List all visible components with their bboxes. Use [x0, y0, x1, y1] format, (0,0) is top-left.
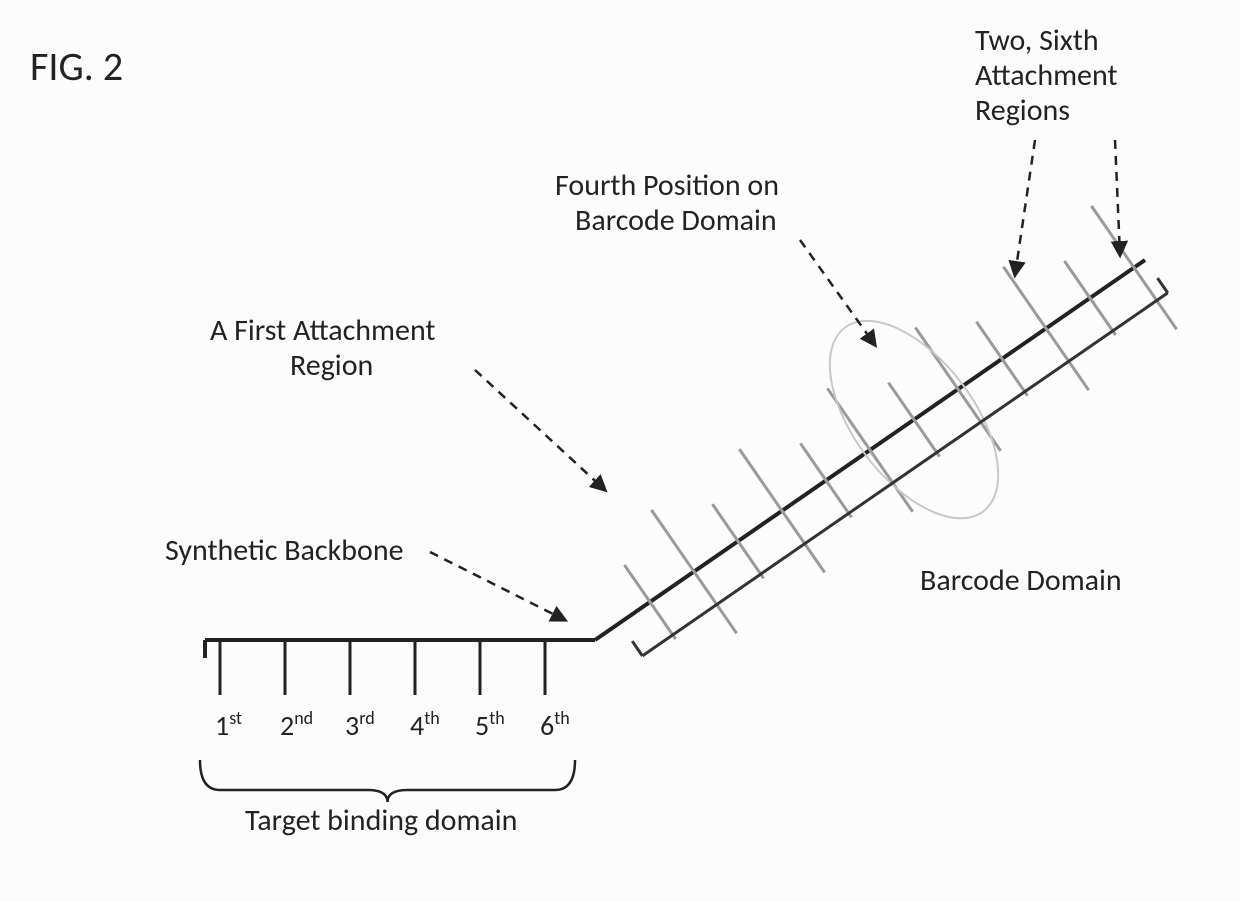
figure-label: FIG. 2	[30, 42, 123, 91]
fourth-position-label: Barcode Domain	[575, 202, 777, 239]
attachment-tick	[739, 449, 824, 572]
attachment-tick	[624, 565, 675, 639]
attachment-tick	[712, 504, 763, 578]
barcode-domain-label: Barcode Domain	[920, 562, 1122, 599]
target-tick-label: 3rd	[345, 707, 375, 743]
attachment-tick	[827, 388, 912, 511]
two-sixth-arrow	[1115, 140, 1120, 255]
attachment-tick	[651, 510, 736, 633]
attachment-tick	[1003, 267, 1088, 390]
fourth-position-label: Fourth Position on	[555, 167, 779, 204]
target-tick-label: 2nd	[280, 707, 313, 743]
attachment-tick	[1091, 206, 1176, 329]
attachment-tick	[915, 327, 1000, 450]
target-tick-label: 4th	[410, 707, 440, 743]
two-sixth-label: Two, Sixth	[975, 22, 1099, 59]
synthetic-backbone-label: Synthetic Backbone	[165, 532, 404, 569]
attachment-tick	[888, 383, 939, 457]
first-attachment-label: Region	[290, 347, 373, 384]
attachment-tick	[976, 322, 1027, 396]
first-attachment-label: A First Attachment	[210, 312, 435, 349]
synthetic-backbone-arrow	[430, 552, 565, 620]
first-attachment-arrow	[475, 370, 605, 490]
target-tick-label: 1st	[215, 707, 242, 743]
two-sixth-arrow	[1015, 140, 1035, 275]
two-sixth-label: Regions	[975, 92, 1070, 129]
barcode-bracket	[642, 293, 1167, 656]
fourth-position-arrow	[800, 240, 875, 345]
attachment-tick	[1064, 261, 1115, 335]
target-tick-label: 5th	[475, 707, 505, 743]
attachment-tick	[800, 443, 851, 517]
target-brace	[200, 760, 575, 802]
target-tick-label: 6th	[540, 707, 570, 743]
target-binding-domain-label: Target binding domain	[245, 802, 517, 839]
two-sixth-label: Attachment	[975, 57, 1118, 94]
